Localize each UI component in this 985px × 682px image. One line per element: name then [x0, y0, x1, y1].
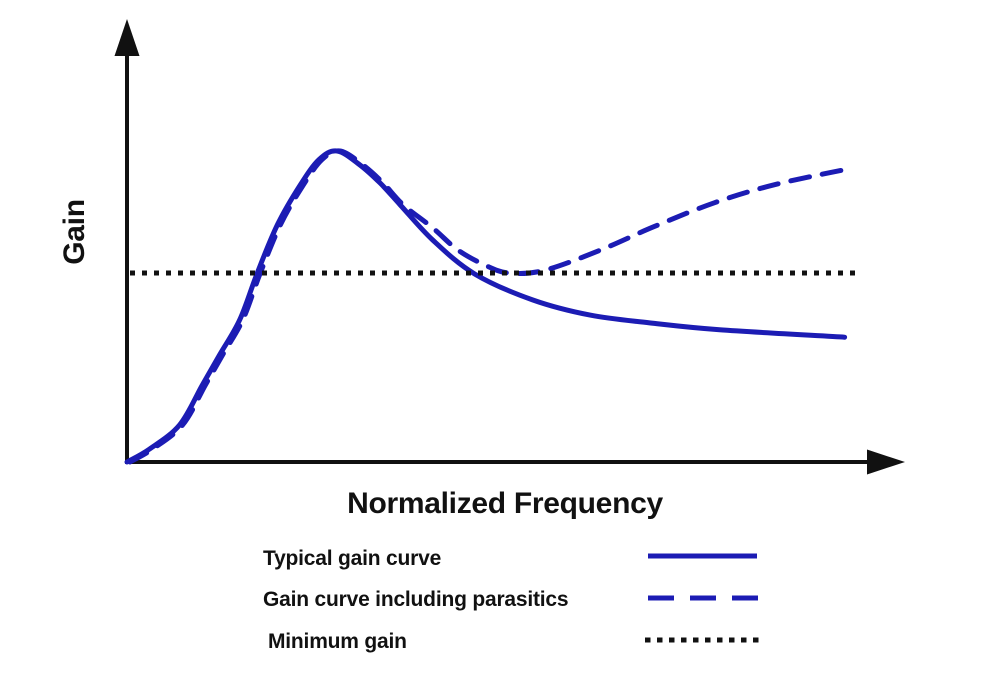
legend-label: Typical gain curve: [263, 547, 441, 570]
legend-item-gain-curve-including-parasitics: Gain curve including parasitics: [263, 588, 758, 611]
legend-label: Gain curve including parasitics: [263, 588, 568, 611]
x-axis-arrowhead-icon: [867, 449, 905, 475]
y-axis-arrowhead-icon: [114, 19, 140, 56]
series-layer: [124, 148, 857, 465]
y-axis-label: Gain: [58, 199, 91, 264]
legend: Typical gain curve Gain curve including …: [263, 547, 761, 653]
legend-item-typical-gain-curve: Typical gain curve: [263, 547, 757, 570]
x-axis-label: Normalized Frequency: [347, 487, 663, 520]
axes: [114, 19, 905, 475]
legend-label: Minimum gain: [268, 630, 407, 653]
legend-item-minimum-gain: Minimum gain: [268, 630, 761, 653]
gain-curve-including-parasitics-curve: [127, 148, 846, 465]
